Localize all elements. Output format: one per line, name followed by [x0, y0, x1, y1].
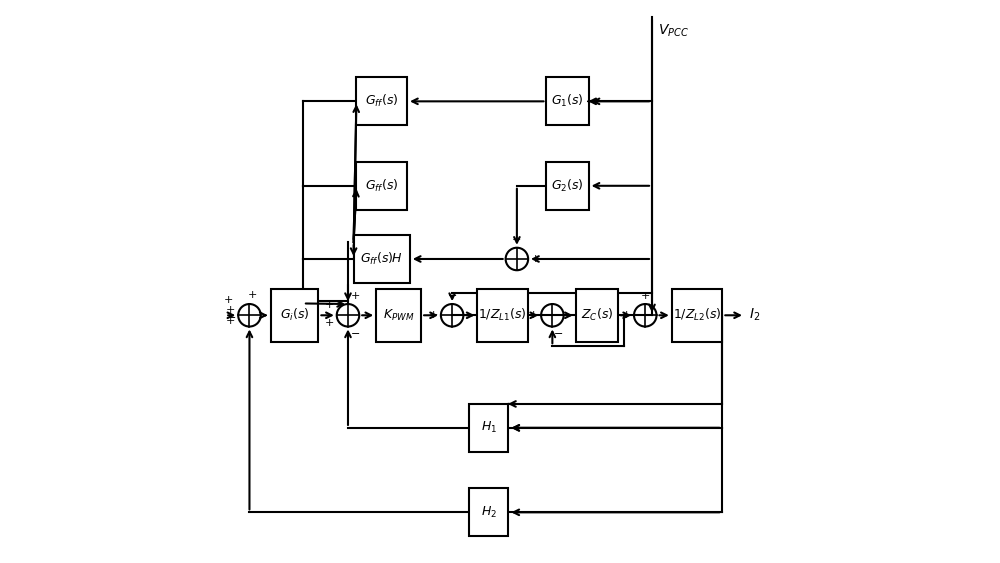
- Text: $1/Z_{L1}(s)$: $1/Z_{L1}(s)$: [478, 307, 527, 323]
- Text: $G_{ff}(s)$: $G_{ff}(s)$: [365, 178, 398, 194]
- Text: +: +: [622, 310, 631, 320]
- Text: $H_1$: $H_1$: [481, 421, 497, 435]
- Text: +: +: [512, 235, 522, 245]
- Text: $G_i(s)$: $G_i(s)$: [280, 307, 309, 323]
- Text: −: −: [554, 329, 563, 339]
- Text: +: +: [531, 254, 540, 264]
- Text: $G_1(s)$: $G_1(s)$: [551, 93, 584, 109]
- Bar: [576, 288, 618, 342]
- Text: −: −: [351, 329, 360, 339]
- Text: $V_{PCC}$: $V_{PCC}$: [658, 23, 689, 39]
- Bar: [271, 288, 318, 342]
- Text: −: −: [227, 313, 236, 323]
- Text: +: +: [429, 310, 438, 320]
- Bar: [356, 78, 407, 126]
- Bar: [469, 488, 508, 536]
- Text: +: +: [325, 318, 334, 328]
- Text: +: +: [529, 310, 538, 320]
- Bar: [354, 235, 410, 283]
- Text: +: +: [226, 316, 235, 326]
- Text: +: +: [248, 289, 257, 300]
- Text: $1/Z_{L2}(s)$: $1/Z_{L2}(s)$: [673, 307, 721, 323]
- Text: $I_2$: $I_2$: [749, 307, 761, 324]
- Bar: [672, 288, 722, 342]
- Bar: [546, 78, 589, 126]
- Text: $G_{ff}(s)H$: $G_{ff}(s)H$: [360, 251, 403, 267]
- Text: −: −: [447, 291, 457, 301]
- Text: $K_{PWM}$: $K_{PWM}$: [383, 308, 414, 323]
- Bar: [477, 288, 528, 342]
- Text: +: +: [224, 295, 234, 305]
- Bar: [376, 288, 421, 342]
- Text: +: +: [226, 305, 235, 315]
- Bar: [469, 404, 508, 452]
- Text: +: +: [641, 291, 650, 301]
- Bar: [546, 162, 589, 209]
- Text: +: +: [351, 291, 360, 301]
- Bar: [356, 162, 407, 209]
- Text: $Z_C(s)$: $Z_C(s)$: [581, 307, 613, 323]
- Text: $G_2(s)$: $G_2(s)$: [551, 178, 584, 194]
- Text: $H_2$: $H_2$: [481, 505, 497, 520]
- Text: +: +: [325, 300, 334, 310]
- Text: $G_{ff}(s)$: $G_{ff}(s)$: [365, 93, 398, 109]
